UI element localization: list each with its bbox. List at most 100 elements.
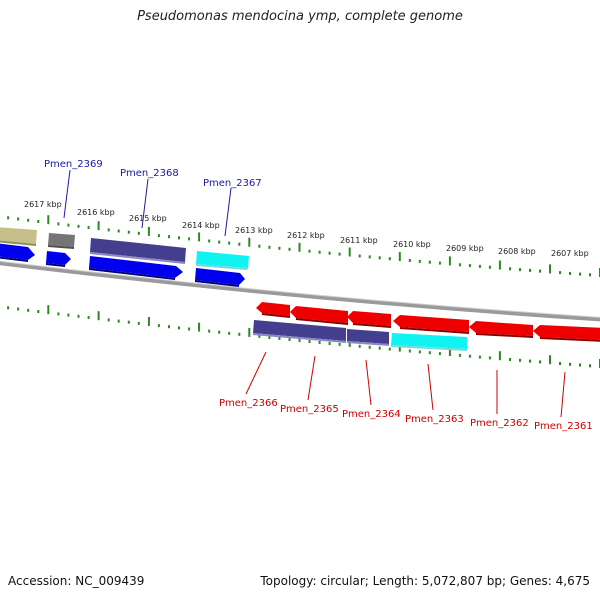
kbp-label-2612: 2612 kbp — [287, 231, 325, 240]
gene-pmen-2363-box[interactable] — [391, 333, 467, 351]
inner-tick-mark — [97, 311, 100, 321]
outer-tick-mark — [87, 226, 90, 229]
outer-tick-mark — [97, 221, 100, 231]
leader-line-pmen-2366 — [245, 351, 267, 395]
inner-tick-mark — [238, 332, 241, 336]
kbp-label-2610: 2610 kbp — [393, 240, 431, 249]
outer-tick-mark — [238, 242, 241, 246]
gene-pmen-2361-arrow[interactable] — [533, 325, 600, 342]
outer-tick-mark — [27, 218, 30, 222]
outer-tick-mark — [188, 237, 191, 241]
inner-tick-mark — [57, 312, 60, 316]
inner-tick-mark — [218, 330, 221, 334]
leader-line-pmen-2367 — [224, 187, 232, 237]
gene-pmen-2368-arrow[interactable] — [89, 256, 183, 280]
gene-pmen-2363-arrow[interactable] — [393, 315, 469, 334]
outer-tick-mark — [198, 232, 201, 242]
gene-label-pmen-2363[interactable]: Pmen_2363 — [405, 414, 464, 425]
gene-pmen-2365-box[interactable] — [253, 320, 346, 343]
outer-tick-mark — [509, 267, 511, 271]
gene-block-khaki[interactable] — [0, 227, 37, 246]
outer-tick-mark — [519, 268, 521, 272]
gene-pmen-2367-arrow[interactable] — [195, 268, 245, 287]
outer-tick-mark — [318, 250, 321, 254]
inner-tick-mark — [418, 350, 421, 354]
inner-tick-mark — [448, 347, 451, 356]
inner-tick-mark — [248, 327, 251, 337]
gene-label-pmen-2368[interactable]: Pmen_2368 — [120, 168, 179, 179]
genome-backbone-highlight — [0, 260, 600, 318]
outer-tick-mark — [448, 256, 451, 266]
outer-tick-mark — [579, 272, 581, 276]
inner-tick-mark — [408, 349, 411, 353]
inner-tick-mark — [428, 351, 431, 355]
leader-line-pmen-2368 — [141, 178, 149, 229]
inner-tick-mark — [549, 355, 551, 365]
gene-pmen-2365-arrow[interactable] — [290, 306, 348, 325]
leader-line-pmen-2364 — [365, 359, 372, 406]
inner-tick-mark — [338, 342, 341, 346]
inner-tick-mark — [288, 338, 291, 341]
inner-tick-mark — [178, 326, 180, 330]
outer-tick-mark — [468, 264, 471, 268]
outer-tick-mark — [117, 229, 120, 233]
inner-tick-mark — [258, 334, 261, 338]
gene-label-pmen-2365[interactable]: Pmen_2365 — [280, 404, 339, 415]
inner-tick-mark — [368, 345, 371, 349]
outer-tick-mark — [438, 261, 441, 265]
inner-tick-mark — [509, 358, 511, 361]
outer-tick-mark — [378, 256, 381, 260]
gene-label-pmen-2367[interactable]: Pmen_2367 — [203, 178, 262, 189]
outer-tick-mark — [529, 268, 531, 272]
outer-tick-mark — [589, 273, 591, 277]
inner-tick-mark — [458, 353, 461, 357]
outer-tick-mark — [37, 220, 40, 223]
leader-line-pmen-2369 — [63, 169, 71, 219]
outer-tick-mark — [338, 252, 341, 256]
outer-tick-mark — [208, 239, 211, 243]
outer-tick-mark — [458, 263, 461, 267]
gene-label-pmen-2364[interactable]: Pmen_2364 — [342, 409, 401, 420]
gene-label-pmen-2366[interactable]: Pmen_2366 — [219, 398, 278, 409]
gene-pmen-2367-box[interactable] — [196, 251, 249, 270]
outer-tick-mark — [7, 216, 10, 220]
outer-tick-mark — [278, 246, 281, 250]
gene-pmen-2364-arrow[interactable] — [347, 311, 391, 328]
inner-tick-mark — [559, 362, 561, 365]
outer-tick-mark — [127, 230, 130, 234]
leader-line-pmen-2361 — [560, 371, 566, 418]
inner-tick-mark — [328, 342, 331, 345]
outer-tick-mark — [228, 241, 231, 245]
inner-tick-mark — [107, 318, 110, 322]
outer-tick-mark — [157, 234, 160, 238]
inner-tick-mark — [157, 324, 160, 328]
inner-tick-mark — [438, 352, 441, 356]
outer-tick-mark — [368, 255, 371, 259]
kbp-label-2607: 2607 kbp — [551, 249, 589, 258]
leader-line-pmen-2363 — [427, 363, 434, 411]
inner-tick-mark — [168, 325, 170, 329]
gene-pmen-2364-box[interactable] — [347, 329, 389, 346]
outer-tick-mark — [388, 257, 391, 261]
gene-label-pmen-2361[interactable]: Pmen_2361 — [534, 421, 593, 432]
outer-tick-mark — [348, 247, 351, 257]
inner-tick-mark — [137, 321, 140, 325]
gene-pmen-2369-arrow[interactable] — [46, 251, 71, 267]
outer-tick-mark — [168, 235, 170, 239]
inner-tick-mark — [318, 341, 321, 344]
gene-label-pmen-2362[interactable]: Pmen_2362 — [470, 418, 529, 429]
gene-pmen-2368-box[interactable] — [90, 238, 186, 264]
inner-tick-mark — [278, 337, 281, 340]
accession-text: Accession: NC_009439 — [8, 574, 145, 588]
outer-tick-mark — [47, 215, 50, 225]
inner-tick-mark — [208, 329, 211, 333]
gene-pmen-2362-arrow[interactable] — [469, 321, 533, 338]
gene-pmen-2366-arrow[interactable] — [256, 302, 290, 318]
gene-block-grey[interactable] — [48, 233, 75, 249]
gene-arrow-blue-1[interactable] — [0, 243, 35, 262]
inner-tick-mark — [579, 363, 581, 367]
gene-label-pmen-2369[interactable]: Pmen_2369 — [44, 159, 103, 170]
inner-tick-mark — [308, 340, 311, 343]
